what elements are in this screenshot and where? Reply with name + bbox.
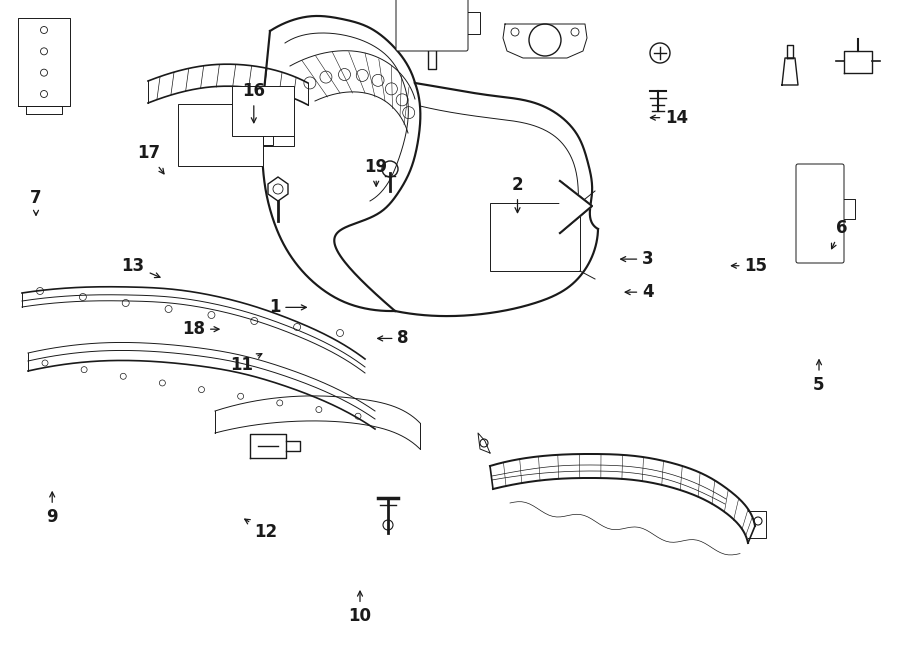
Polygon shape	[560, 181, 592, 233]
Bar	[178, 104, 263, 166]
Text: 7: 7	[31, 189, 41, 215]
FancyBboxPatch shape	[796, 164, 844, 263]
Text: 13: 13	[122, 256, 160, 278]
Text: 1: 1	[269, 298, 306, 317]
Text: 6: 6	[832, 219, 847, 249]
Text: 3: 3	[621, 250, 653, 268]
Text: 10: 10	[348, 591, 372, 625]
Text: 16: 16	[242, 82, 266, 123]
Bar	[490, 203, 580, 271]
Text: 11: 11	[230, 354, 262, 374]
Text: 18: 18	[182, 320, 219, 338]
Text: 4: 4	[626, 283, 653, 301]
Text: 17: 17	[137, 144, 164, 174]
Bar	[263, 125, 273, 145]
FancyBboxPatch shape	[396, 0, 468, 51]
Text: 8: 8	[378, 329, 409, 348]
Text: 15: 15	[732, 256, 768, 275]
Bar	[232, 86, 294, 136]
Text: 9: 9	[47, 492, 58, 526]
Text: 19: 19	[364, 157, 388, 186]
Text: 14: 14	[651, 108, 688, 127]
Bar	[466, 12, 480, 34]
Text: 2: 2	[512, 176, 523, 213]
Text: 12: 12	[245, 519, 277, 541]
Text: 5: 5	[814, 360, 824, 394]
